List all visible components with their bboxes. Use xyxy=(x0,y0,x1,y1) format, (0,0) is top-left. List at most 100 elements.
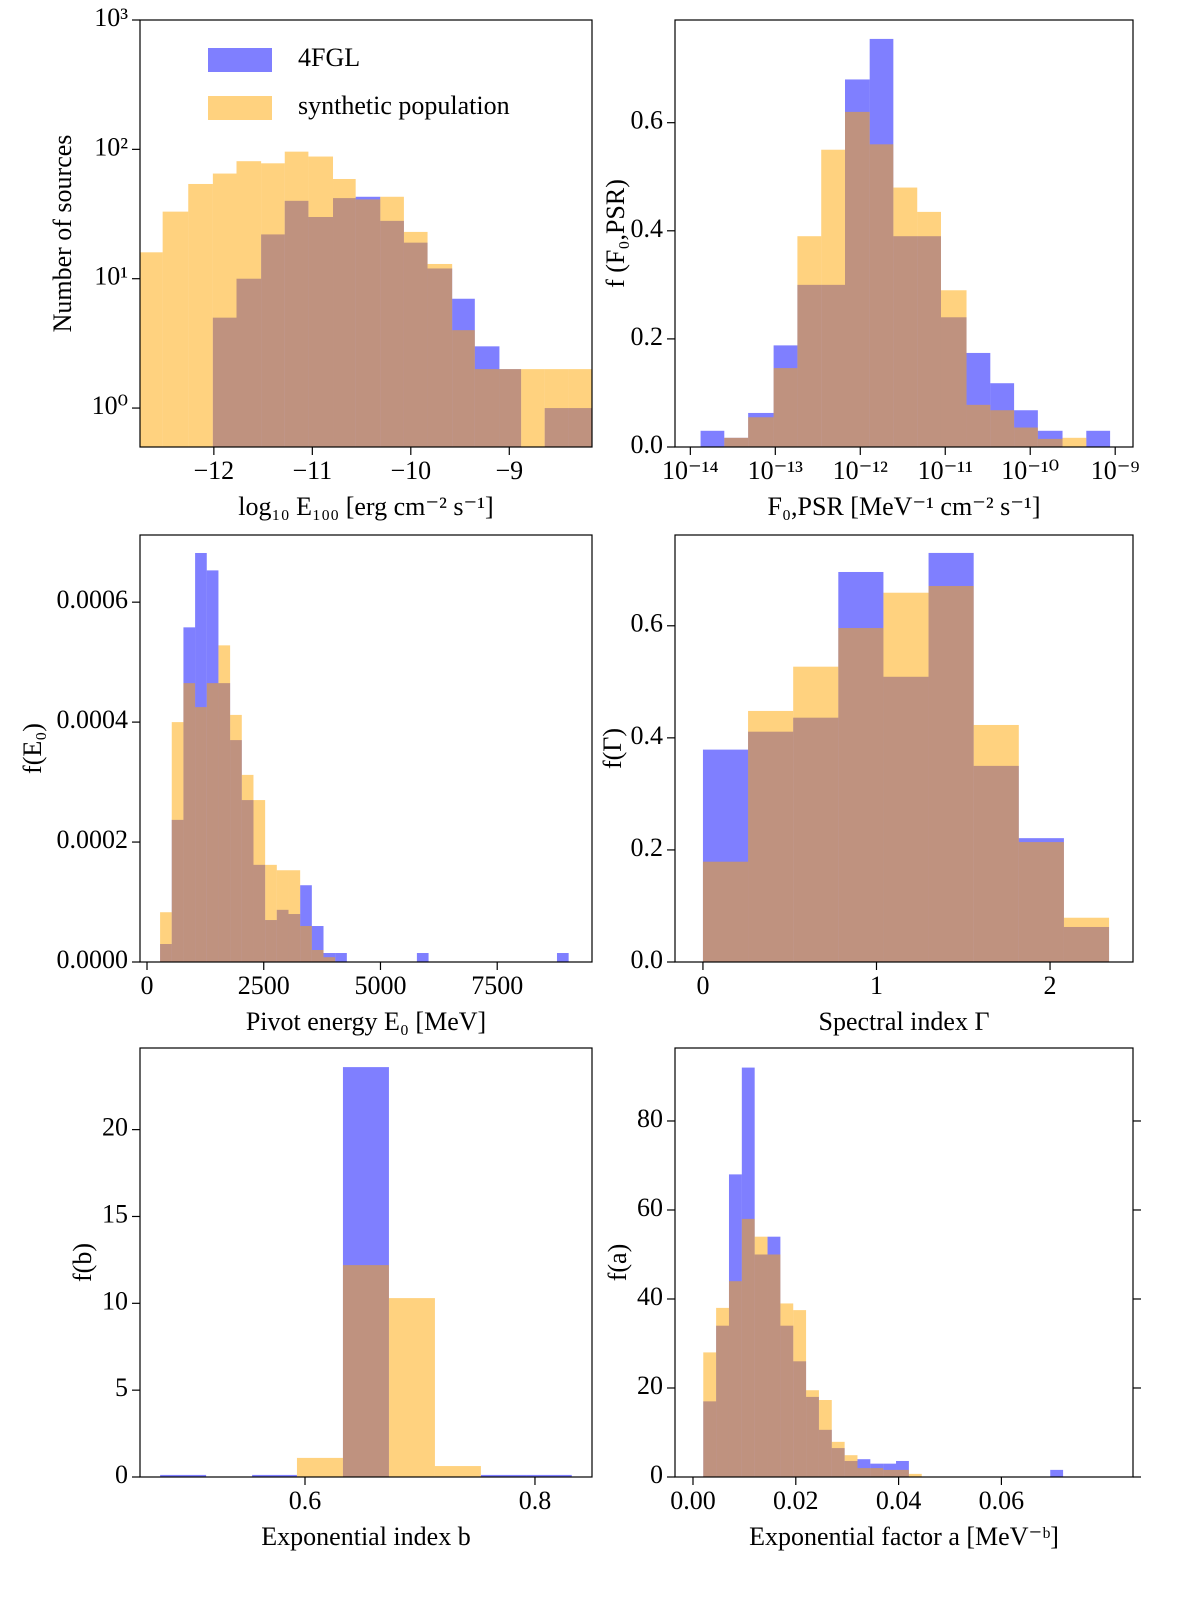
histogram-bar xyxy=(188,183,213,447)
histogram-bar xyxy=(1062,437,1087,447)
histogram-bar xyxy=(1018,842,1064,962)
x-tick-label: 2 xyxy=(1044,971,1057,1000)
y-axis-label: f(E₀) xyxy=(18,723,47,774)
y-tick-label: 0.2 xyxy=(631,833,664,862)
histogram-bar xyxy=(236,161,262,447)
histogram-bar xyxy=(252,1474,297,1477)
histogram-bar xyxy=(990,410,1015,447)
histogram-bar xyxy=(427,263,453,447)
histogram-bar xyxy=(323,957,336,962)
legend-label: synthetic population xyxy=(298,91,510,120)
histogram-bar xyxy=(434,1466,481,1477)
y-tick-label: 0.6 xyxy=(631,609,664,638)
bars xyxy=(140,151,592,447)
histogram-bar xyxy=(818,1400,832,1477)
histogram-bar xyxy=(1063,917,1110,962)
y-axis-label: Number of sources xyxy=(48,135,77,333)
y-axis-label: f (F₀,PSR) xyxy=(601,179,630,288)
x-tick-label: 7500 xyxy=(471,971,523,1000)
bars xyxy=(703,1067,1064,1477)
axes-frame xyxy=(674,1047,1134,1478)
x-axis-label: Pivot energy E₀ [MeV] xyxy=(246,1007,486,1036)
panel: 10⁻¹⁴ 10⁻¹³ 10⁻¹² 10⁻¹¹ 10⁻¹⁰ 10⁻⁹ 0.0 0.2 0.4 0.… xyxy=(601,19,1140,521)
x-tick-label: 0.8 xyxy=(519,1486,552,1515)
x-tick-label: 10⁻¹⁴ xyxy=(662,456,719,485)
histogram-bar xyxy=(1050,1469,1064,1477)
histogram-bar xyxy=(206,683,219,962)
histogram-bar xyxy=(296,1457,343,1477)
histogram-bar xyxy=(793,666,839,962)
histogram-bar xyxy=(171,722,184,962)
y-axis-label: f(a) xyxy=(603,1244,632,1282)
histogram-bar xyxy=(556,953,569,962)
x-tick-label: 2500 xyxy=(238,971,290,1000)
histogram-bar xyxy=(568,369,592,447)
legend-swatch xyxy=(208,96,272,120)
histogram-bar xyxy=(748,417,774,447)
histogram-bar xyxy=(973,724,1019,962)
y-tick-label: 0.0 xyxy=(631,430,664,459)
y-tick-label: 0 xyxy=(115,1460,128,1489)
bars xyxy=(160,1067,572,1477)
axes-frame xyxy=(674,19,1134,448)
y-axis-label: f(b) xyxy=(68,1243,97,1282)
x-axis-label: log₁₀ E₁₀₀ [erg cm⁻² s⁻¹] xyxy=(238,492,493,521)
histogram-bar xyxy=(966,404,991,447)
x-tick-label: 0.04 xyxy=(876,1486,922,1515)
x-tick-label: 0 xyxy=(696,971,709,1000)
histogram-bar xyxy=(845,111,870,447)
x-tick-label: 0.06 xyxy=(979,1486,1025,1515)
histogram-bar xyxy=(241,774,254,962)
histogram-bar xyxy=(218,645,231,962)
histogram-bar xyxy=(333,178,356,447)
histogram-bar xyxy=(253,800,266,962)
histogram-bar xyxy=(526,1474,572,1477)
histogram-bar xyxy=(821,149,846,447)
histogram-bar xyxy=(183,683,196,962)
histogram-bar xyxy=(917,211,941,447)
x-tick-label: 0.00 xyxy=(670,1486,716,1515)
y-tick-label: 10¹ xyxy=(94,262,128,291)
histogram-bar xyxy=(284,151,309,447)
histogram-bar xyxy=(474,369,500,447)
y-tick-label: 40 xyxy=(637,1282,663,1311)
x-axis-label: Exponential index b xyxy=(261,1522,470,1551)
histogram-bar xyxy=(838,628,884,962)
histogram-bar xyxy=(896,1469,909,1477)
histogram-bar xyxy=(140,252,163,447)
x-tick-label: −11 xyxy=(292,456,332,485)
histogram-bar xyxy=(160,912,172,962)
axes-frame xyxy=(139,534,593,963)
x-tick-label: 5000 xyxy=(354,971,406,1000)
histogram-bar xyxy=(908,1473,922,1477)
x-axis-label: Exponential factor a [MeV⁻ᵇ] xyxy=(749,1522,1059,1551)
y-tick-label: 15 xyxy=(102,1199,128,1228)
panel: 0 2500 5000 7500 0.0000 0.0002 0.0004 0.0006 Piv… xyxy=(18,534,593,1036)
x-axis-label: Spectral index Γ xyxy=(819,1007,990,1036)
histogram-bar xyxy=(300,885,312,962)
histogram-bar xyxy=(780,1303,794,1477)
histogram-bar xyxy=(195,707,207,962)
histogram-bar xyxy=(702,861,749,962)
y-tick-label: 80 xyxy=(637,1104,663,1133)
panel: −12 −11 −10 −9 10⁰ 10¹ 10² 10³ log₁₀ E₁₀₀ [erg c… xyxy=(48,3,593,521)
histogram-bar xyxy=(311,926,324,962)
legend-swatch xyxy=(208,48,272,72)
panel: 0.00 0.02 0.04 0.06 0 20 40 60 80 Exponential fac… xyxy=(603,1047,1141,1551)
histogram-bar xyxy=(831,1441,845,1477)
histogram-bar xyxy=(276,870,289,962)
histogram-bar xyxy=(748,710,794,962)
y-tick-label: 0.0000 xyxy=(57,945,129,974)
y-tick-label: 0.0006 xyxy=(57,585,129,614)
bars xyxy=(700,38,1111,447)
x-tick-label: 0.02 xyxy=(773,1486,819,1515)
histogram-bar xyxy=(741,1218,755,1477)
x-axis-label: F₀,PSR [MeV⁻¹ cm⁻² s⁻¹] xyxy=(768,492,1041,521)
histogram-bar xyxy=(870,1468,884,1477)
y-tick-label: 5 xyxy=(115,1373,128,1402)
x-tick-label: 0 xyxy=(141,971,154,1000)
histogram-bar xyxy=(380,196,404,447)
histogram-bar xyxy=(416,953,429,962)
x-tick-label: 10⁻¹³ xyxy=(748,456,804,485)
